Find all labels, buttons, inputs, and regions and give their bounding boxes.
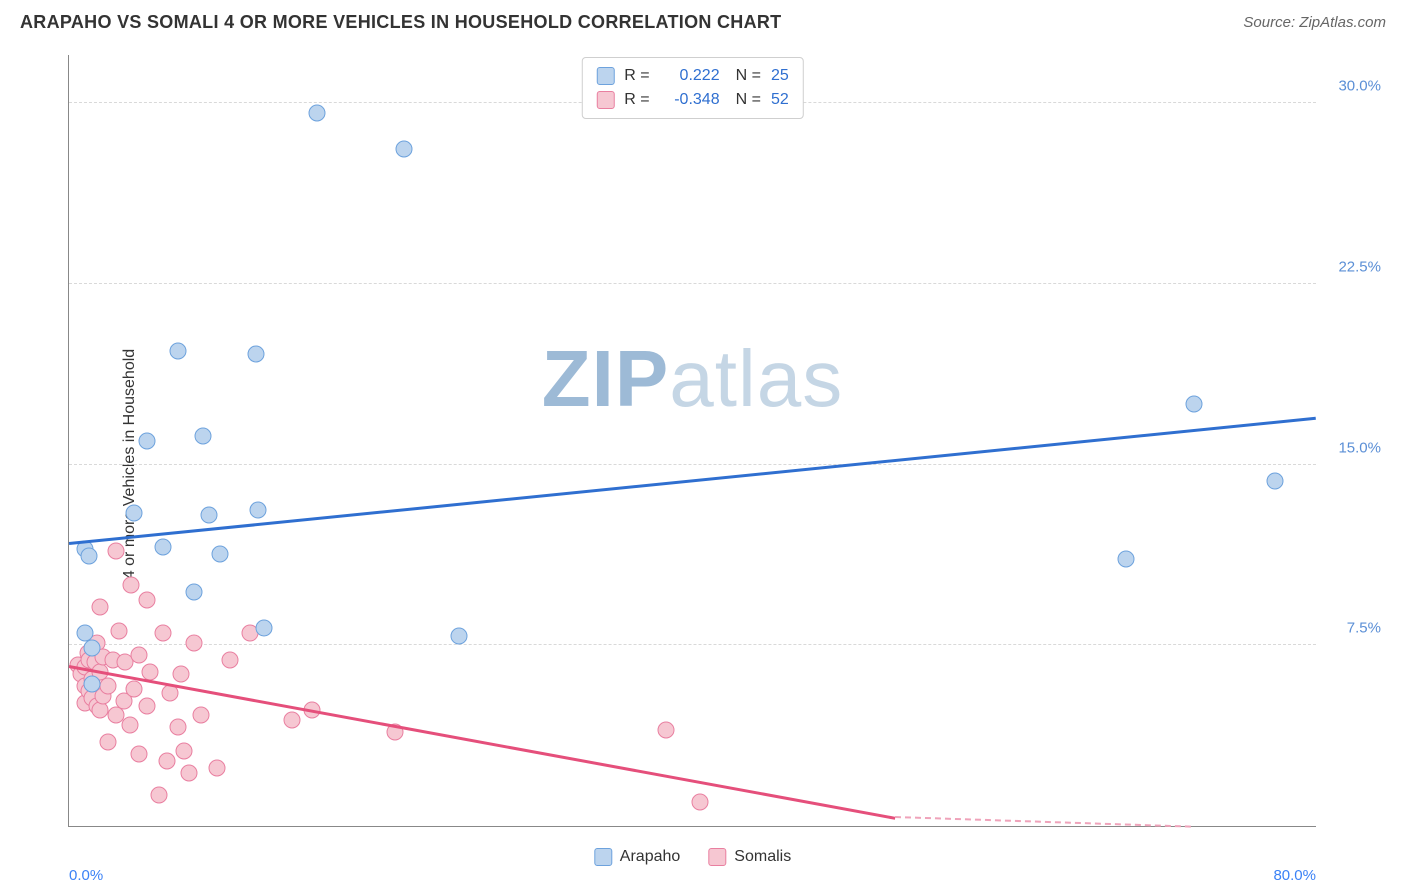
- data-point: [92, 598, 109, 615]
- bottom-legend: Arapaho Somalis: [594, 848, 791, 866]
- data-point: [450, 627, 467, 644]
- data-point: [255, 620, 272, 637]
- series-swatch: [596, 67, 614, 85]
- data-point: [138, 432, 155, 449]
- n-label: N =: [736, 88, 761, 112]
- series-swatch: [708, 848, 726, 866]
- data-point: [176, 743, 193, 760]
- data-point: [209, 760, 226, 777]
- data-point: [92, 702, 109, 719]
- data-point: [84, 675, 101, 692]
- data-point: [283, 712, 300, 729]
- data-point: [249, 502, 266, 519]
- y-tick-label: 7.5%: [1321, 620, 1381, 637]
- data-point: [138, 591, 155, 608]
- data-point: [1267, 473, 1284, 490]
- n-value: 52: [771, 88, 789, 112]
- data-point: [154, 625, 171, 642]
- data-point: [308, 104, 325, 121]
- data-point: [195, 427, 212, 444]
- gridline: [69, 644, 1316, 645]
- stats-legend-box: R = 0.222 N = 25 R = -0.348 N = 52: [581, 57, 803, 119]
- data-point: [110, 622, 127, 639]
- series-swatch: [594, 848, 612, 866]
- data-point: [185, 584, 202, 601]
- chart-container: 4 or more Vehicles in Household ZIPatlas…: [20, 55, 1386, 872]
- r-label: R =: [624, 88, 649, 112]
- data-point: [212, 545, 229, 562]
- data-point: [138, 697, 155, 714]
- r-value: 0.222: [660, 64, 720, 88]
- data-point: [131, 745, 148, 762]
- data-point: [162, 685, 179, 702]
- x-tick-label: 0.0%: [69, 867, 103, 884]
- source-prefix: Source:: [1243, 14, 1299, 31]
- y-tick-label: 30.0%: [1321, 78, 1381, 95]
- gridline: [69, 464, 1316, 465]
- data-point: [1186, 396, 1203, 413]
- source-attribution: Source: ZipAtlas.com: [1243, 14, 1386, 31]
- n-value: 25: [771, 64, 789, 88]
- legend-item: Somalis: [708, 848, 791, 866]
- data-point: [170, 719, 187, 736]
- data-point: [121, 716, 138, 733]
- plot-area: ZIPatlas ArapahoSomalis 7.5%15.0%22.5%30…: [68, 55, 1316, 827]
- data-point: [81, 548, 98, 565]
- data-point: [173, 666, 190, 683]
- data-point: [84, 639, 101, 656]
- stats-row: R = 0.222 N = 25: [596, 64, 788, 88]
- x-tick-label: 80.0%: [1273, 867, 1316, 884]
- data-point: [131, 646, 148, 663]
- data-point: [396, 140, 413, 157]
- data-point: [692, 793, 709, 810]
- data-point: [123, 577, 140, 594]
- data-point: [159, 752, 176, 769]
- data-point: [154, 538, 171, 555]
- data-point: [126, 504, 143, 521]
- trendline: [69, 665, 896, 819]
- data-point: [151, 786, 168, 803]
- r-label: R =: [624, 64, 649, 88]
- data-point: [248, 345, 265, 362]
- legend-label: Arapaho: [620, 848, 681, 866]
- watermark-zip: ZIP: [542, 334, 669, 423]
- trendline: [69, 416, 1316, 544]
- y-tick-label: 15.0%: [1321, 439, 1381, 456]
- chart-title: ARAPAHO VS SOMALI 4 OR MORE VEHICLES IN …: [20, 12, 781, 33]
- data-point: [99, 733, 116, 750]
- legend-item: Arapaho: [594, 848, 681, 866]
- chart-header: ARAPAHO VS SOMALI 4 OR MORE VEHICLES IN …: [0, 0, 1406, 39]
- r-value: -0.348: [660, 88, 720, 112]
- data-point: [221, 651, 238, 668]
- data-point: [126, 680, 143, 697]
- stats-row: R = -0.348 N = 52: [596, 88, 788, 112]
- trendline-extrapolated: [895, 816, 1191, 828]
- data-point: [99, 678, 116, 695]
- series-swatch: [596, 91, 614, 109]
- data-point: [142, 663, 159, 680]
- watermark: ZIPatlas: [542, 333, 843, 425]
- legend-label: Somalis: [734, 848, 791, 866]
- data-point: [1117, 550, 1134, 567]
- watermark-atlas: atlas: [669, 334, 843, 423]
- data-point: [170, 343, 187, 360]
- data-point: [658, 721, 675, 738]
- data-point: [185, 634, 202, 651]
- data-point: [193, 707, 210, 724]
- gridline: [69, 283, 1316, 284]
- n-label: N =: [736, 64, 761, 88]
- data-point: [107, 543, 124, 560]
- data-point: [201, 507, 218, 524]
- source-name: ZipAtlas.com: [1299, 14, 1386, 31]
- y-tick-label: 22.5%: [1321, 258, 1381, 275]
- data-point: [181, 765, 198, 782]
